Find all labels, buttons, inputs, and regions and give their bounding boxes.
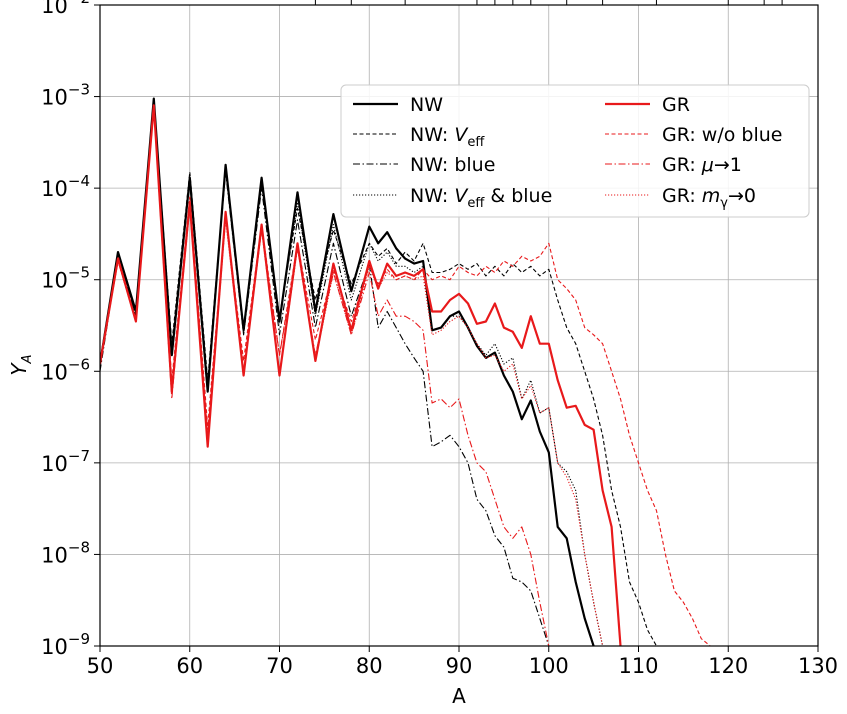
series-lines bbox=[100, 97, 711, 646]
series-line bbox=[100, 104, 711, 646]
legend-label: NW: Veff bbox=[410, 124, 485, 150]
legend-label: NW: blue bbox=[410, 154, 495, 176]
x-tick-label: 80 bbox=[356, 654, 383, 678]
y-tick-label: 10−3 bbox=[41, 81, 90, 110]
y-tick-label: 10−2 bbox=[41, 0, 90, 18]
x-tick-label: 70 bbox=[266, 654, 293, 678]
y-tick-label: 10−7 bbox=[41, 447, 90, 476]
legend-label: GR: mγ→0 bbox=[662, 185, 756, 211]
series-line bbox=[100, 107, 604, 646]
y-axis: 10−9 10−8 10−7 10−6 10−5 10−4 10−3 10−2 bbox=[41, 0, 100, 659]
y-tick-label: 10−5 bbox=[41, 264, 90, 293]
legend-label: NW bbox=[410, 94, 443, 116]
legend-label: GR bbox=[662, 94, 690, 116]
series-line bbox=[100, 104, 622, 646]
legend: NW NW: Veff NW: blue NW: Veff & blue GR GR: w… bbox=[340, 84, 810, 218]
x-axis: 50 60 70 80 90 100 110 120 130 bbox=[87, 646, 838, 678]
series-line bbox=[100, 100, 657, 646]
x-tick-label: 60 bbox=[176, 654, 203, 678]
series-line bbox=[100, 107, 550, 646]
x-tick-label: 100 bbox=[529, 654, 569, 678]
legend-label: GR: μ→1 bbox=[662, 154, 742, 176]
legend-label: GR: w/o blue bbox=[662, 124, 782, 146]
top-isotope-axis: Se74Kr78Sr84Mo92Mo94Ru96Ru98Pd102Cd106Sn… bbox=[314, 0, 783, 5]
x-tick-label: 90 bbox=[446, 654, 473, 678]
x-tick-label: 120 bbox=[708, 654, 748, 678]
y-tick-label: 10−9 bbox=[41, 630, 90, 659]
x-tick-label: 130 bbox=[798, 654, 838, 678]
legend-label: NW: Veff & blue bbox=[410, 185, 552, 211]
y-tick-label: 10−6 bbox=[41, 355, 90, 384]
legend-box bbox=[340, 84, 810, 218]
x-tick-label: 110 bbox=[618, 654, 658, 678]
series-line bbox=[100, 100, 550, 646]
x-axis-label: A bbox=[452, 684, 466, 708]
y-axis-label: YA bbox=[7, 354, 35, 375]
y-tick-label: 10−4 bbox=[41, 172, 90, 201]
y-tick-label: 10−8 bbox=[41, 538, 90, 567]
x-tick-label: 50 bbox=[87, 654, 114, 678]
